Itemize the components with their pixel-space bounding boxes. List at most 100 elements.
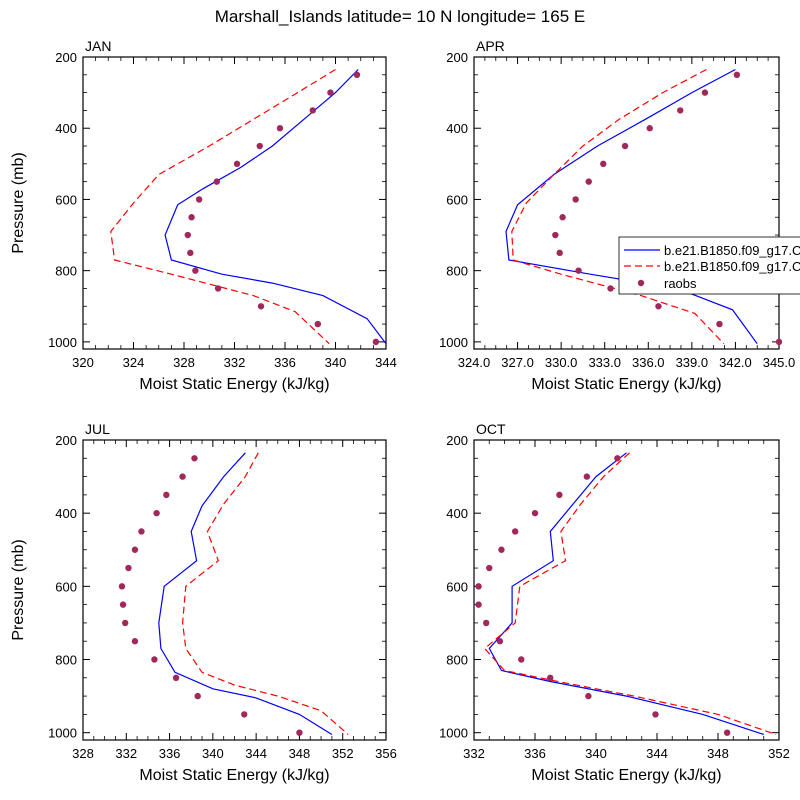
panel-label: JUL: [85, 421, 110, 437]
raobs-point: [583, 473, 591, 480]
legend-label: raobs: [664, 276, 697, 291]
y-tick-label: 600: [55, 579, 77, 594]
raobs-point: [191, 455, 198, 462]
x-tick-label: 327.0: [501, 355, 534, 370]
y-tick-label: 400: [55, 506, 77, 521]
y-tick-label: 400: [446, 121, 468, 136]
x-tick-label: 332: [224, 355, 246, 370]
legend-label: b.e21.B1850.f09_g17.CMIP6-piControl.001_…: [664, 259, 800, 274]
model-line-solid: [488, 452, 764, 736]
x-tick-label: 336: [159, 746, 181, 761]
x-tick-label: 339.0: [676, 355, 709, 370]
raobs-point: [213, 178, 221, 185]
model-line-dashed: [110, 68, 336, 345]
raobs-point: [518, 656, 525, 663]
raobs-point: [214, 285, 222, 292]
raobs-point: [257, 303, 265, 310]
series-group: [110, 68, 386, 345]
series-group: [505, 68, 758, 345]
x-tick-label: 352: [332, 746, 354, 761]
raobs-point: [677, 107, 684, 114]
x-tick-label: 320: [72, 355, 94, 370]
series-group: [483, 452, 777, 736]
raobs-point: [486, 564, 493, 572]
y-tick-label: 1000: [439, 335, 468, 350]
y-tick-label: 200: [446, 433, 468, 448]
raobs-point: [195, 196, 203, 203]
x-tick-label: 340: [585, 746, 607, 761]
panel-label: APR: [476, 38, 505, 54]
y-tick-label: 400: [55, 121, 77, 136]
raobs-point: [475, 583, 482, 590]
legend: b.e21.B1850.f09_g17.CMIP6-piControl.001b…: [618, 236, 800, 295]
y-tick-label: 800: [55, 653, 77, 668]
model-line-solid: [505, 68, 758, 345]
raobs-point: [575, 267, 582, 274]
raobs-point: [327, 89, 334, 96]
raobs-point: [256, 142, 263, 150]
raobs-point: [475, 601, 482, 608]
raobs-point: [621, 142, 629, 150]
x-tick-label: 332: [115, 746, 137, 761]
raobs-point: [314, 320, 322, 328]
y-axis-label: Pressure (mb): [10, 539, 27, 640]
raobs-point: [600, 160, 607, 168]
y-tick-label: 200: [55, 433, 77, 448]
x-tick-label: 344: [375, 355, 397, 370]
raobs-point: [496, 638, 504, 645]
panel-label: JAN: [85, 38, 111, 54]
model-line-dashed: [483, 452, 777, 736]
raobs-point: [733, 71, 741, 79]
panels: JAN 320 324 328 332 336 340 344 200 400 600 800 1000…: [10, 38, 795, 784]
x-tick-label: 330.0: [545, 355, 578, 370]
x-tick-label: 348: [289, 746, 311, 761]
raobs-point: [701, 89, 709, 96]
panel-oct: OCT 332 336 340 344 348 352 200 400 600 800 1000 Moi…: [439, 421, 790, 784]
x-axis-label: Moist Static Energy (kJ/kg): [531, 767, 721, 784]
x-tick-label: 342.0: [719, 355, 752, 370]
raobs-point: [511, 528, 519, 535]
plot-frame: [82, 439, 387, 741]
x-tick-label: 356: [375, 746, 397, 761]
raobs-point: [556, 491, 563, 499]
raobs-point: [723, 729, 731, 736]
x-tick-label: 328: [72, 746, 94, 761]
y-tick-label: 800: [446, 653, 468, 668]
raobs-point: [483, 619, 490, 627]
raobs-point: [585, 692, 592, 700]
y-tick-label: 600: [446, 192, 468, 207]
x-tick-label: 324: [123, 355, 145, 370]
x-tick-label: 344: [646, 746, 668, 761]
y-tick-label: 200: [446, 50, 468, 65]
raobs-point: [118, 583, 126, 590]
panel-label: OCT: [476, 421, 506, 437]
raobs-point: [775, 338, 783, 346]
raobs-point: [188, 214, 195, 221]
raobs-point: [194, 692, 201, 700]
y-tick-label: 200: [55, 50, 77, 65]
raobs-point: [652, 711, 659, 718]
raobs-point: [119, 601, 127, 608]
raobs-point: [184, 231, 191, 239]
raobs-point: [131, 638, 139, 645]
raobs-point: [125, 564, 132, 572]
y-tick-label: 400: [446, 506, 468, 521]
x-axis-label: Moist Static Energy (kJ/kg): [531, 376, 721, 393]
legend-marker-raobs: [637, 279, 645, 287]
panel-jan: JAN 320 324 328 332 336 340 344 200 400 600 800 1000…: [10, 38, 397, 393]
legend-box: b.e21.B1850.f09_g17.CMIP6-piControl.001b…: [618, 236, 800, 295]
raobs-point: [552, 231, 559, 239]
x-tick-label: 332: [463, 746, 485, 761]
raobs-point: [276, 125, 284, 132]
raobs-point: [122, 619, 129, 627]
x-axis-label: Moist Static Energy (kJ/kg): [139, 376, 329, 393]
raobs-point: [716, 320, 723, 328]
y-tick-label: 800: [55, 264, 77, 279]
x-tick-label: 336.0: [632, 355, 665, 370]
x-tick-label: 328: [173, 355, 195, 370]
figure-title: Marshall_Islands latitude= 10 N longitud…: [215, 7, 585, 26]
raobs-point: [353, 71, 361, 79]
raobs-point: [607, 285, 614, 292]
raobs-point: [192, 267, 199, 274]
